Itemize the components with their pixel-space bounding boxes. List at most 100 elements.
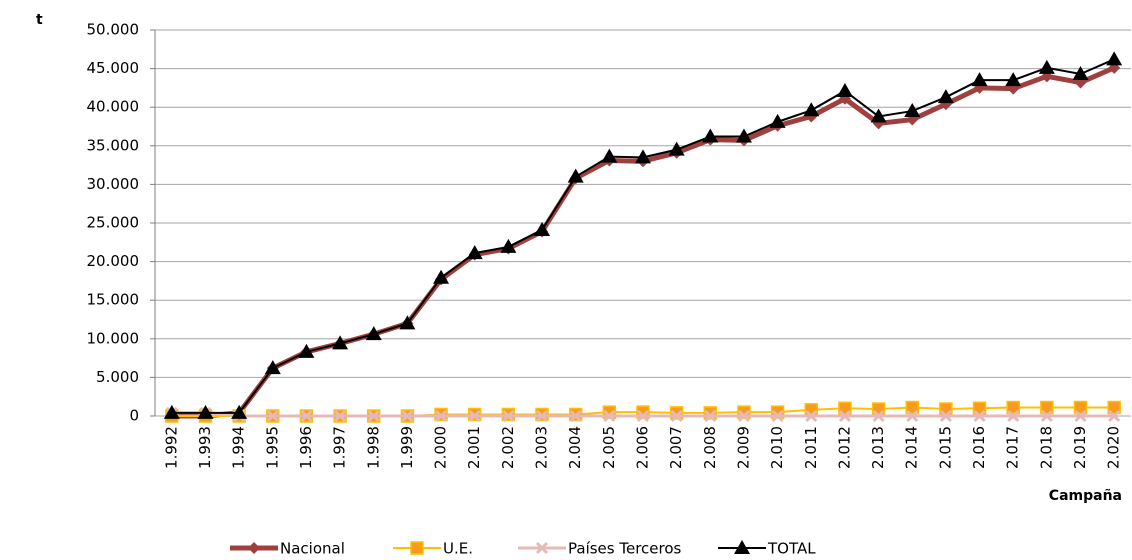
x-tick-label: 2.013 xyxy=(869,426,887,469)
x-tick-label: 2.017 xyxy=(1004,426,1022,469)
x-tick-label: 1.995 xyxy=(263,426,281,469)
marker xyxy=(838,409,851,423)
x-tick-label: 2.007 xyxy=(667,426,685,469)
y-tick-label: 25.000 xyxy=(87,214,140,232)
marker xyxy=(971,72,988,87)
marker xyxy=(1073,400,1088,415)
marker xyxy=(231,404,248,419)
x-tick-label: 1.996 xyxy=(297,426,315,469)
marker xyxy=(1108,409,1121,423)
series-line xyxy=(171,58,1115,414)
marker xyxy=(1072,66,1089,81)
marker xyxy=(737,409,751,423)
x-tick-label: 2.018 xyxy=(1037,426,1055,469)
marker xyxy=(298,343,315,358)
x-tick-label: 2.016 xyxy=(970,426,988,469)
x-tick-label: 2.010 xyxy=(768,426,786,469)
marker xyxy=(769,113,786,128)
marker xyxy=(535,541,549,555)
marker xyxy=(904,103,921,118)
marker xyxy=(635,149,651,164)
x-tick-label: 2.002 xyxy=(499,426,517,469)
marker xyxy=(334,409,347,423)
marker xyxy=(704,409,717,423)
y-axis-label: t xyxy=(36,12,43,28)
marker xyxy=(1038,59,1055,74)
y-tick-label: 0 xyxy=(129,407,139,425)
x-tick-label: 2.004 xyxy=(566,426,584,469)
marker xyxy=(535,409,549,423)
x-tick-label: 1.998 xyxy=(364,426,382,469)
legend-label: TOTAL xyxy=(767,540,816,558)
marker xyxy=(248,542,260,554)
x-tick-label: 2.019 xyxy=(1071,426,1089,469)
marker xyxy=(1107,400,1121,415)
marker xyxy=(264,360,281,375)
marker xyxy=(502,409,515,423)
marker xyxy=(735,128,752,143)
marker xyxy=(872,409,885,423)
y-tick-label: 50.000 xyxy=(87,21,140,39)
marker xyxy=(567,168,584,183)
x-tick-label: 2.005 xyxy=(600,426,618,469)
y-tick-label: 10.000 xyxy=(87,329,140,347)
x-tick-label: 2.009 xyxy=(734,426,752,469)
marker xyxy=(468,409,481,423)
marker xyxy=(300,409,313,423)
marker xyxy=(1074,409,1087,423)
marker xyxy=(197,404,214,419)
legend-item: U.E. xyxy=(393,540,473,558)
marker xyxy=(771,409,784,423)
marker xyxy=(1040,409,1053,423)
x-tick-label: 2.020 xyxy=(1105,426,1123,469)
x-tick-label: 2.001 xyxy=(465,426,483,469)
marker xyxy=(670,409,683,423)
y-tick-label: 5.000 xyxy=(96,368,139,386)
marker xyxy=(365,326,382,341)
marker xyxy=(534,221,551,236)
x-tick-label: 2.012 xyxy=(835,426,853,469)
marker xyxy=(603,409,616,423)
y-tick-label: 40.000 xyxy=(87,98,140,116)
marker xyxy=(1040,400,1054,415)
marker xyxy=(803,102,820,117)
marker xyxy=(636,409,650,423)
series-line xyxy=(171,65,1116,419)
marker xyxy=(805,409,818,423)
marker xyxy=(266,409,279,423)
marker xyxy=(906,409,919,423)
marker xyxy=(702,128,719,143)
marker xyxy=(399,315,416,330)
y-tick-label: 30.000 xyxy=(87,175,140,193)
legend-label: Países Terceros xyxy=(568,540,682,558)
marker xyxy=(163,404,180,419)
legend-item: TOTAL xyxy=(718,540,816,558)
marker xyxy=(435,409,448,423)
marker xyxy=(1006,400,1020,415)
legend-label: U.E. xyxy=(443,540,473,558)
marker xyxy=(601,148,618,163)
marker xyxy=(410,541,424,555)
x-tick-label: 1.999 xyxy=(398,426,416,469)
legend-label: Nacional xyxy=(280,540,345,558)
marker xyxy=(332,335,349,350)
marker xyxy=(1106,51,1123,66)
x-tick-label: 2.011 xyxy=(802,426,820,469)
x-tick-label: 1.997 xyxy=(331,426,349,469)
x-tick-label: 1.994 xyxy=(230,426,248,469)
x-tick-label: 2.015 xyxy=(936,426,954,469)
marker xyxy=(668,141,685,156)
marker xyxy=(569,409,582,423)
y-tick-label: 35.000 xyxy=(87,136,140,154)
x-tick-label: 2.003 xyxy=(533,426,551,469)
marker xyxy=(1007,409,1020,423)
x-tick-label: 1.992 xyxy=(162,426,180,469)
marker xyxy=(1005,72,1022,87)
x-axis-label: Campaña xyxy=(1049,488,1122,504)
legend-item: Nacional xyxy=(230,540,345,558)
legend-item: Países Terceros xyxy=(518,540,682,558)
y-tick-label: 45.000 xyxy=(87,59,140,77)
marker xyxy=(401,409,414,423)
y-tick-label: 15.000 xyxy=(87,291,140,309)
